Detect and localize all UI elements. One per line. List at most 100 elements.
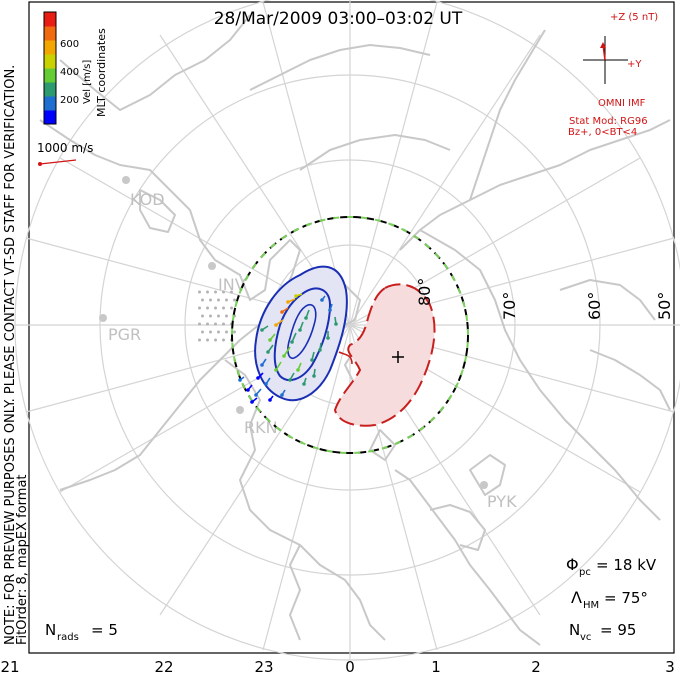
colorbar-swatch: [44, 96, 56, 111]
lambda-hm-symbol: Λ: [571, 588, 582, 607]
zero-velocity-point: [201, 330, 204, 334]
lat-label-60: 60°: [585, 292, 604, 320]
positive-cell: [333, 283, 436, 427]
imf-dial: [583, 36, 628, 84]
colorbar-swatch: [44, 68, 56, 83]
station-marker-inv: [208, 262, 216, 270]
imf-model-line2: Bz+, 0<BT<4: [568, 127, 637, 138]
zero-velocity-point: [206, 290, 209, 294]
velocity-vector: [257, 372, 264, 379]
coord-label: MLT coordinates: [95, 28, 108, 117]
lat-label-80: 80°: [415, 278, 434, 306]
colorbar-swatch: [44, 12, 56, 27]
station-marker-pgr: [99, 314, 107, 322]
zero-velocity-point: [214, 306, 217, 310]
scale-vector-label: 1000 m/s: [37, 141, 93, 155]
preview-note: NOTE: FOR PREVIEW PURPOSES ONLY. PLEASE …: [3, 65, 18, 645]
nrads-subscript: rads: [57, 632, 79, 643]
colorbar-swatch: [44, 40, 56, 55]
phi-pc-symbol: Φ: [566, 555, 579, 574]
zero-velocity-point: [209, 298, 212, 302]
velocity-vector: [334, 316, 337, 325]
lambda-hm-value: = 75°: [604, 589, 648, 607]
mlt-label: 22: [154, 658, 173, 674]
zero-velocity-point: [230, 290, 233, 294]
hm-boundary: [231, 216, 469, 454]
colorbar-swatch: [44, 110, 56, 125]
colorbar-tick: 200: [60, 95, 79, 106]
imf-model-line1: Stat Mod: RG96: [569, 116, 648, 127]
velocity-vector: [289, 372, 295, 381]
colorbar-ticks: 600 400 200: [60, 39, 79, 106]
zero-velocity-point: [222, 290, 225, 294]
mlt-meridians: [15, 0, 680, 660]
zero-velocity-point: [214, 338, 217, 342]
zero-velocity-point: [214, 322, 217, 326]
imf-legend: +Z (5 nT) +Y OMNI IMF Stat Mod: RG96 Bz+…: [568, 12, 658, 138]
zero-velocity-point: [209, 330, 212, 334]
station-label: INV: [218, 275, 246, 294]
imf-y-label: +Y: [627, 59, 642, 70]
zero-velocity-point: [233, 330, 236, 334]
mlt-label: 21: [0, 658, 19, 674]
zero-velocity-point: [198, 290, 201, 294]
velocity-vector: [275, 319, 284, 326]
station-label: PGR: [108, 325, 141, 344]
nvc-subscript: vc: [580, 632, 591, 643]
nrads-symbol: N: [45, 621, 56, 639]
velocity-colorbar: [43, 11, 57, 125]
velocity-vector: [269, 395, 274, 401]
velocity-vector: [247, 384, 253, 391]
plot-frame: [28, 1, 675, 654]
velocity-vector: [261, 358, 267, 366]
station-markers: [99, 176, 488, 489]
mlt-label: 0: [345, 658, 355, 674]
zero-velocity-point: [206, 322, 209, 326]
zero-velocity-point: [198, 322, 201, 326]
velocity-vector: [291, 332, 297, 343]
station-marker-rkn: [236, 406, 244, 414]
colorbar-label: Vel [m/s]: [82, 60, 93, 104]
zero-velocity-point: [217, 314, 220, 318]
zero-velocity-point: [209, 314, 212, 318]
nrads-value: = 5: [91, 621, 118, 639]
zero-velocity-point: [198, 306, 201, 310]
mlt-label: 23: [254, 658, 273, 674]
lambda-hm-subscript: HM: [583, 600, 599, 611]
velocity-vector: [265, 377, 271, 385]
velocity-vector: [239, 376, 245, 381]
velocity-vector: [297, 362, 302, 371]
mlt-label: 3: [665, 658, 675, 674]
lat-label-50: 50°: [655, 292, 674, 320]
imf-z-label: +Z (5 nT): [610, 12, 658, 23]
velocity-vector: [281, 389, 286, 396]
zero-velocity-point: [230, 306, 233, 310]
velocity-vectors: [238, 293, 338, 404]
zero-velocity-point: [206, 306, 209, 310]
colorbar-frame: [43, 11, 57, 125]
zero-velocity-point: [222, 306, 225, 310]
page-title: 28/Mar/2009 03:00–03:02 UT: [214, 9, 463, 29]
hm-boundary-vectors: [231, 216, 469, 454]
velocity-vector: [311, 351, 315, 361]
zero-velocity-point: [225, 298, 228, 302]
mlt-label: 1: [431, 658, 441, 674]
velocity-vector: [255, 388, 262, 396]
stats-panel: Φ pc = 18 kV Λ HM = 75° N vc = 95 N rads…: [45, 555, 657, 643]
colorbar-tick: 600: [60, 39, 79, 50]
negative-cell-core: [287, 303, 317, 360]
fit-order-note: FitOrder: 8, mapEX format: [15, 474, 30, 645]
station-marker-kod: [122, 176, 130, 184]
station-labels: KOD INV PGR RKN PYK: [108, 190, 517, 511]
phi-pc-value: = 18 kV: [596, 556, 657, 574]
lat-label-70: 70°: [500, 292, 519, 320]
velocity-vector: [319, 342, 322, 351]
colorbar-swatch: [44, 82, 56, 97]
zero-velocity-point: [217, 298, 220, 302]
nvc-symbol: N: [569, 621, 580, 639]
zero-velocity-point: [225, 314, 228, 318]
mlt-label: 2: [531, 658, 541, 674]
velocity-vector: [287, 298, 296, 303]
velocity-vector: [269, 333, 276, 341]
